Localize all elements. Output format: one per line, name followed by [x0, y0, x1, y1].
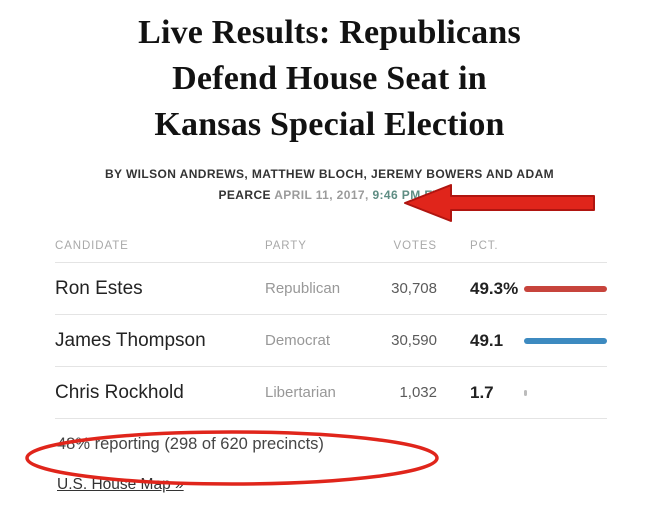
byline-authors-line2: PEARCE: [218, 188, 271, 202]
candidate-party: Democrat: [265, 332, 331, 349]
results-table: CANDIDATE PARTY VOTES PCT. Ron Estes Rep…: [55, 236, 607, 419]
us-house-map-link[interactable]: U.S. House Map »: [57, 476, 184, 493]
header-party: PARTY: [265, 240, 307, 252]
candidate-party: Republican: [265, 280, 341, 297]
title-line-2: Defend House Seat in: [172, 60, 487, 97]
header-pct: PCT.: [470, 240, 499, 252]
result-bar-cell: [524, 389, 607, 396]
precincts-reporting-status: 48% reporting (298 of 620 precincts): [57, 435, 324, 453]
result-bar: [524, 285, 607, 292]
publish-date: APRIL 11, 2017,: [270, 188, 373, 202]
title-line-3: Kansas Special Election: [154, 106, 505, 143]
table-row: Chris Rockhold Libertarian 1,032 1.7: [55, 367, 607, 419]
table-row: Ron Estes Republican 30,708 49.3%: [55, 263, 607, 315]
candidate-pct: 49.1: [470, 330, 504, 350]
byline-line2: PEARCE APRIL 11, 2017, 9:46 PM ET: [0, 185, 659, 206]
candidate-name: James Thompson: [55, 329, 206, 351]
result-bar-cell: [524, 337, 607, 344]
page-title: Live Results: Republicans Defend House S…: [0, 0, 659, 148]
candidate-votes: 30,708: [391, 280, 437, 297]
result-bar: [524, 337, 607, 344]
candidate-votes: 1,032: [399, 384, 437, 401]
result-bar: [524, 389, 527, 396]
byline: BY WILSON ANDREWS, MATTHEW BLOCH, JEREMY…: [0, 164, 659, 206]
byline-authors-line1: BY WILSON ANDREWS, MATTHEW BLOCH, JEREMY…: [104, 167, 555, 181]
candidate-pct: 49.3%: [470, 278, 519, 298]
header-candidate: CANDIDATE: [55, 240, 129, 252]
candidate-name: Ron Estes: [55, 277, 143, 299]
table-header-row: CANDIDATE PARTY VOTES PCT.: [55, 236, 607, 263]
result-bar-cell: [524, 285, 607, 292]
table-row: James Thompson Democrat 30,590 49.1: [55, 315, 607, 367]
candidate-votes: 30,590: [391, 332, 437, 349]
candidate-pct: 1.7: [470, 382, 494, 402]
publish-time: 9:46 PM ET: [372, 188, 441, 202]
header-votes: VOTES: [393, 240, 437, 252]
title-line-1: Live Results: Republicans: [138, 14, 521, 51]
candidate-party: Libertarian: [265, 384, 336, 401]
candidate-name: Chris Rockhold: [55, 381, 184, 403]
